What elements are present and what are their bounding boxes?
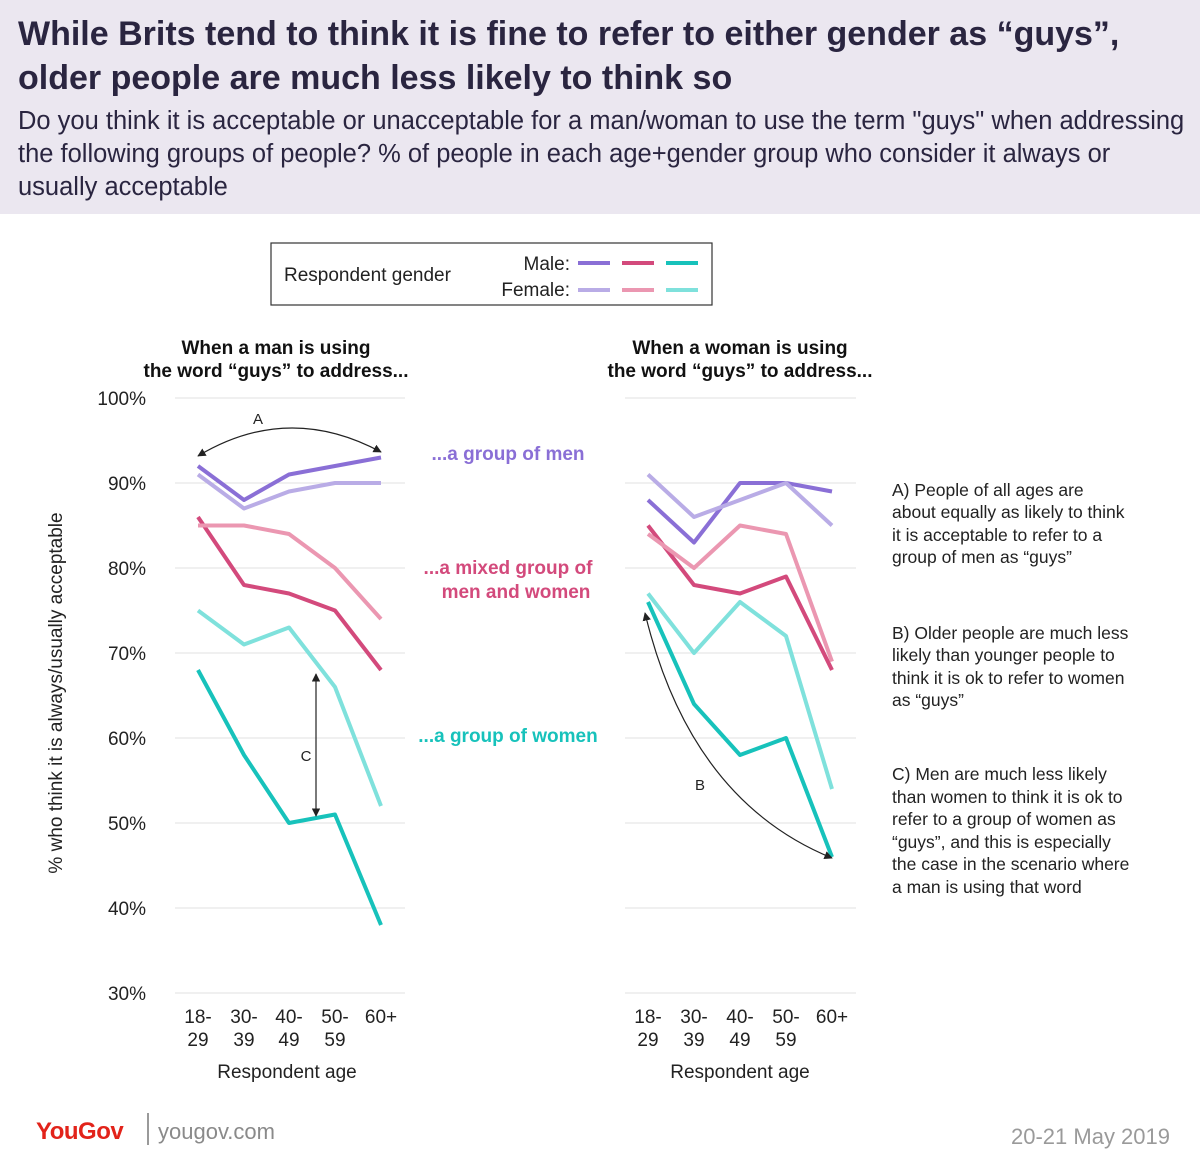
x-tick-label: 39 [683,1030,704,1051]
series-line-men-male [196,455,382,502]
x-tick-label: 59 [775,1030,796,1051]
panel-2: 18-29 30-39 40-49 50-59 60+ [625,397,856,1051]
y-tick-label: 50% [108,814,146,835]
annotation-c-line: C) Men are much less likely [892,764,1107,784]
annotation-a-marker: A [253,411,263,428]
panel-2-x-axis-label: Respondent age [670,1062,809,1083]
group-label-mixed-line-2: men and women [442,582,591,603]
x-tick-label: 40- [275,1007,302,1028]
group-label-men: ...a group of men [431,444,584,465]
annotation-b-marker: B [695,777,705,794]
annotation-a-text: A) People of all ages are about equally … [892,480,1125,567]
x-tick-label: 18- [184,1007,211,1028]
x-tick-label: 49 [729,1030,750,1051]
legend-male-label: Male: [524,254,570,275]
annotation-b-arrow [642,612,833,860]
x-tick-label: 40- [726,1007,753,1028]
header-banner: While Brits tend to think it is fine to … [0,0,1200,214]
series-line-men-female [646,473,834,527]
y-tick-label: 30% [108,984,146,1005]
y-tick-label: 80% [108,559,146,580]
x-tick-label: 50- [772,1007,799,1028]
series-line-women-male [196,669,383,926]
x-tick-label: 50- [321,1007,348,1028]
annotation-c-line: refer to a group of women as [892,809,1116,829]
annotation-c-text: C) Men are much less likely than women t… [892,764,1129,897]
yougov-logo: YouGov [36,1118,124,1145]
annotation-a-line: about equally as likely to think [892,502,1125,522]
x-tick-label: 30- [230,1007,257,1028]
annotation-b-line: B) Older people are much less [892,623,1129,643]
x-tick-label: 18- [634,1007,661,1028]
group-label-mixed-line-1: ...a mixed group of [424,558,594,579]
annotation-b-line: as “guys” [892,690,964,710]
panel-1-title-line-1: When a man is using [182,338,371,359]
x-tick-label: 60+ [816,1007,848,1028]
series-line-women-female [196,608,383,807]
annotation-c-line: the case in the scenario where [892,854,1129,874]
y-tick-label: 90% [108,474,146,495]
series-line-women-female [646,592,834,790]
y-tick-label: 40% [108,899,146,920]
panel-2-title-line-2: the word “guys” to address... [608,361,873,382]
annotation-a-line: A) People of all ages are [892,480,1084,500]
series-line-men-male [646,481,833,545]
legend: Respondent gender Male: Female: [270,242,713,306]
series-line-men-female [196,472,381,511]
annotation-c-marker: C [301,748,312,765]
legend-female-label: Female: [501,280,570,301]
legend-box [270,242,713,306]
x-tick-label: 60+ [365,1007,397,1028]
annotation-c-line: “guys”, and this is especially [892,832,1111,852]
annotation-a-line: group of men as “guys” [892,547,1072,567]
chart-area: Respondent gender Male: Female: When a m… [46,242,1129,1083]
panel-1-title-line-2: the word “guys” to address... [144,361,409,382]
legend-title: Respondent gender [284,265,452,286]
x-tick-label: 30- [680,1007,707,1028]
y-axis-label: % who think it is always/usually accepta… [46,512,67,873]
panel-1-x-axis-label: Respondent age [217,1062,356,1083]
series-line-women-male [646,601,834,858]
page-title: While Brits tend to think it is fine to … [18,15,1120,97]
annotation-c-line: than women to think it is ok to [892,787,1123,807]
footer-date: 20-21 May 2019 [1011,1124,1170,1149]
panel-1: 100% 90% 80% 70% 60% 50% 40% 30% 18-29 30-39 40-49… [97,389,405,1051]
y-tick-label: 60% [108,729,146,750]
x-tick-label: 29 [637,1030,658,1051]
x-tick-label: 29 [187,1030,208,1051]
y-tick-label: 100% [97,389,146,410]
annotation-b-line: likely than younger people to [892,645,1115,665]
series-line-mixed-male [646,524,834,671]
annotation-b-line: think it is ok to refer to women [892,668,1124,688]
series-line-mixed-female [198,523,383,621]
series-line-mixed-male [196,515,383,672]
footer-divider [147,1113,149,1145]
panel-2-title-line-1: When a woman is using [632,338,847,359]
x-tick-label: 59 [324,1030,345,1051]
series-line-mixed-female [646,523,834,663]
annotation-a-arrow [197,427,382,457]
page-subtitle: Do you think it is acceptable or unaccep… [18,107,1185,201]
annotation-b-text: B) Older people are much less likely tha… [892,623,1129,710]
annotation-c-line: a man is using that word [892,877,1082,897]
footer-url[interactable]: yougov.com [158,1119,275,1144]
x-tick-label: 39 [233,1030,254,1051]
x-tick-label: 49 [278,1030,299,1051]
group-label-women: ...a group of women [418,726,597,747]
y-tick-label: 70% [108,644,146,665]
annotation-a-line: it is acceptable to refer to a [892,525,1102,545]
